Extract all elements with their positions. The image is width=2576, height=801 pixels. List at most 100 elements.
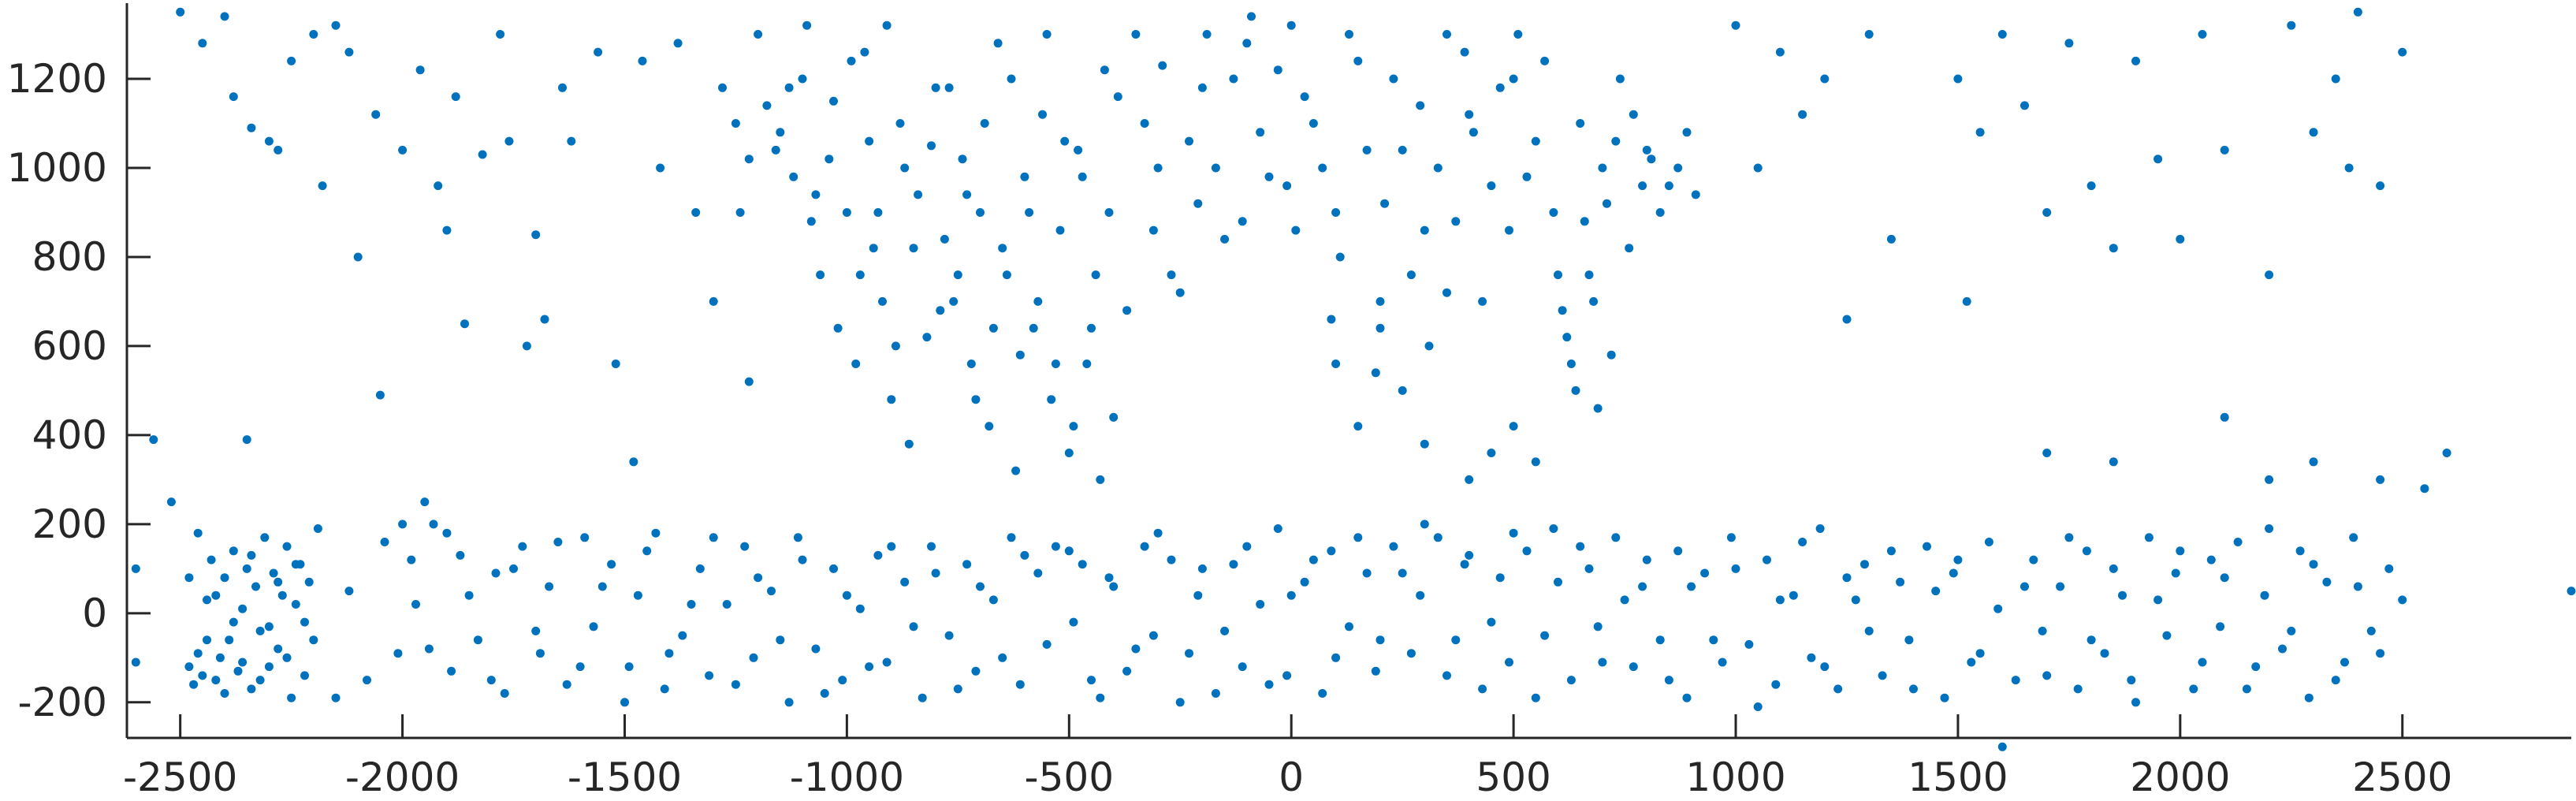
data-point <box>1371 666 1380 676</box>
data-point <box>1424 341 1434 351</box>
data-point <box>998 244 1007 253</box>
data-point <box>1820 662 1830 672</box>
data-point <box>909 244 918 253</box>
data-point <box>1140 119 1149 128</box>
data-point <box>642 546 652 556</box>
data-point <box>980 119 989 128</box>
data-point <box>1109 582 1119 591</box>
data-point <box>722 600 731 609</box>
data-point <box>1211 689 1220 698</box>
data-point <box>1064 449 1074 457</box>
data-point <box>1540 56 1550 65</box>
data-point <box>1642 555 1651 564</box>
data-point <box>735 208 745 217</box>
data-point <box>958 155 967 164</box>
data-point <box>953 270 962 280</box>
data-point <box>393 649 403 658</box>
data-point <box>1878 671 1887 680</box>
data-point <box>1038 110 1047 119</box>
data-point <box>1096 693 1105 702</box>
data-point <box>1033 296 1043 306</box>
data-point <box>1308 119 1318 128</box>
data-point <box>2384 564 2394 573</box>
data-point <box>1522 172 1532 181</box>
data-point <box>1167 555 1176 564</box>
data-point <box>193 649 203 658</box>
data-point <box>300 617 309 627</box>
data-point <box>504 136 514 146</box>
data-point <box>1487 617 1496 627</box>
data-point <box>1603 199 1611 208</box>
data-point <box>833 323 843 333</box>
data-point <box>597 582 607 591</box>
data-point <box>1264 172 1274 181</box>
x-tick-label: -2000 <box>345 754 460 800</box>
data-point <box>1589 296 1599 306</box>
y-tick-label: 0 <box>82 591 107 636</box>
data-point <box>518 542 527 551</box>
data-point <box>1211 163 1220 173</box>
data-point <box>567 136 576 146</box>
data-point <box>1193 591 1203 600</box>
data-point <box>798 74 807 84</box>
data-point <box>776 635 785 645</box>
data-point <box>215 653 225 662</box>
data-point <box>1469 128 1478 137</box>
data-point <box>1264 680 1274 689</box>
data-point <box>1220 626 1230 635</box>
data-point <box>1642 145 1651 155</box>
x-tick-label: -2500 <box>123 754 237 800</box>
data-point <box>2353 582 2362 591</box>
data-point <box>1509 422 1518 431</box>
data-point <box>1851 595 1860 605</box>
data-point <box>331 20 341 30</box>
data-point <box>767 587 776 596</box>
data-point <box>988 595 998 605</box>
data-point <box>1331 208 1341 217</box>
data-point <box>1763 555 1771 564</box>
data-point <box>895 119 905 128</box>
data-point <box>1064 546 1074 556</box>
data-point <box>1087 323 1096 333</box>
data-point <box>398 145 408 155</box>
data-point <box>344 587 354 596</box>
data-point <box>184 573 194 583</box>
data-point <box>2420 484 2429 494</box>
data-point <box>620 698 629 707</box>
data-point <box>1691 190 1700 199</box>
data-point <box>1997 742 2007 751</box>
data-point <box>1522 546 1532 556</box>
data-point <box>1638 181 1647 191</box>
data-point <box>611 360 620 368</box>
data-point <box>411 600 420 609</box>
data-point <box>607 560 616 569</box>
data-point <box>1007 533 1016 542</box>
data-point <box>1904 635 1914 645</box>
data-point <box>1286 591 1296 600</box>
data-point <box>1282 671 1292 680</box>
data-point <box>1909 684 1918 694</box>
data-point <box>1247 12 1256 21</box>
data-point <box>1416 591 1425 600</box>
data-point <box>229 546 238 556</box>
data-point <box>1238 217 1247 226</box>
data-point <box>247 550 256 560</box>
data-point <box>1051 542 1060 551</box>
data-point <box>344 47 354 57</box>
data-point <box>2331 676 2340 685</box>
data-point <box>806 217 816 226</box>
data-point <box>1576 542 1585 551</box>
data-point <box>966 360 976 368</box>
data-point <box>878 296 887 306</box>
data-point <box>1531 457 1540 467</box>
data-point <box>633 591 642 600</box>
data-point <box>1042 639 1052 649</box>
data-point <box>1682 693 1692 702</box>
data-point <box>754 30 763 39</box>
data-point <box>211 591 221 600</box>
data-point <box>838 676 847 685</box>
data-point <box>1286 20 1296 30</box>
data-point <box>2278 644 2287 654</box>
data-point <box>2309 128 2318 137</box>
